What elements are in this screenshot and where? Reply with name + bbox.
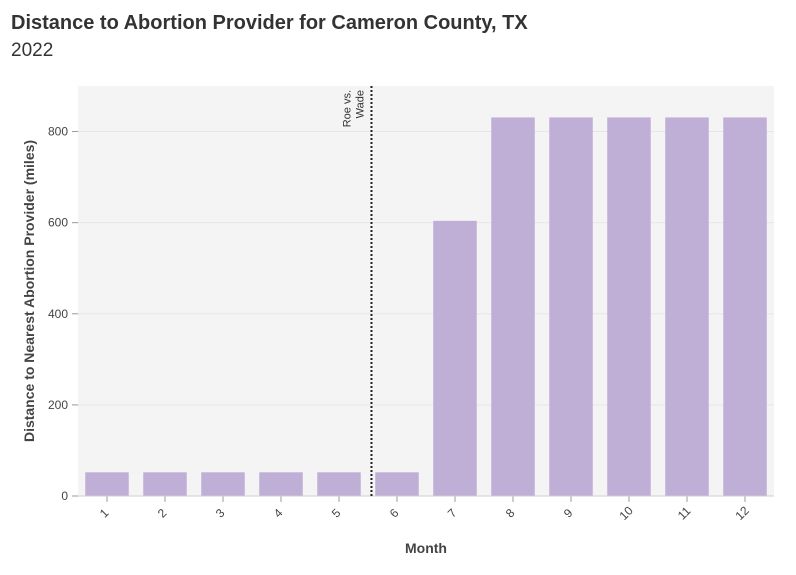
y-tick-label: 0 — [61, 489, 68, 503]
bar — [723, 117, 767, 496]
bar — [143, 472, 187, 496]
bar — [375, 472, 419, 496]
x-tick-label: 11 — [675, 504, 694, 523]
x-tick-label: 2 — [155, 506, 170, 521]
y-tick-label: 800 — [48, 125, 68, 139]
y-tick-label: 200 — [48, 398, 68, 412]
chart-subtitle: 2022 — [11, 40, 54, 61]
y-tick-label: 600 — [48, 216, 68, 230]
chart-title: Distance to Abortion Provider for Camero… — [11, 12, 528, 34]
x-tick-label: 10 — [616, 503, 636, 523]
x-axis-ticks: 1 2 3 4 5 6 7 8 9 10 11 12 — [97, 496, 752, 523]
x-tick-label: 8 — [503, 506, 518, 521]
gridlines — [78, 131, 774, 406]
plot-background — [78, 86, 774, 496]
bar — [549, 117, 593, 496]
x-tick-label: 7 — [445, 506, 460, 521]
bar — [433, 220, 477, 496]
y-axis-title: Distance to Nearest Abortion Provider (m… — [21, 140, 37, 442]
y-axis-ticks: 0 200 400 600 800 — [48, 125, 78, 503]
roe-v-wade-label: Roe vs.Wade — [341, 90, 366, 127]
y-tick-label: 400 — [48, 307, 68, 321]
bar — [607, 117, 651, 496]
bar — [259, 472, 303, 496]
x-tick-label: 4 — [271, 506, 286, 521]
bar — [85, 472, 129, 496]
bar — [201, 472, 245, 496]
x-tick-label: 9 — [561, 506, 576, 521]
x-tick-label: 6 — [387, 506, 402, 521]
x-tick-label: 3 — [213, 506, 228, 521]
bar — [491, 117, 535, 496]
bar — [317, 472, 361, 496]
x-tick-label: 12 — [732, 503, 752, 523]
bar — [665, 117, 709, 496]
x-axis-title: Month — [405, 540, 447, 556]
x-tick-label: 1 — [97, 506, 112, 521]
bars — [85, 117, 767, 496]
x-tick-label: 5 — [329, 506, 344, 521]
